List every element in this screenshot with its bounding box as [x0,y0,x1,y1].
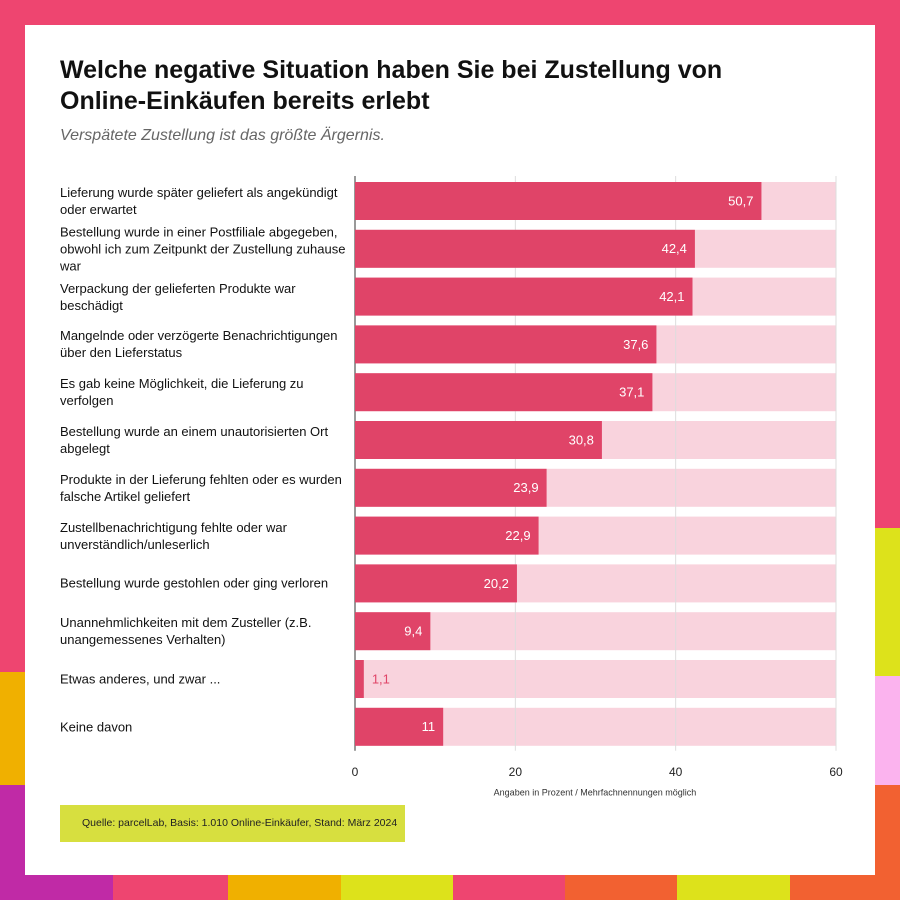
value-label: 37,6 [623,337,648,352]
chart-subtitle: Verspätete Zustellung ist das größte Ärg… [60,127,385,144]
category-label: Verpackung der gelieferten Produkte war … [60,280,296,313]
category-label: Bestellung wurde gestohlen oder ging ver… [60,575,329,591]
category-label: Produkte in der Lieferung fehlten oder e… [60,471,342,504]
chart-title: Welche negative Situation haben Sie bei … [60,56,723,115]
bar [355,229,695,268]
bar [355,468,547,507]
bar [355,564,517,603]
bar [355,373,653,412]
value-label: 23,9 [513,480,538,495]
value-label: 20,2 [484,576,509,591]
category-label: Zustellbenachrichtigung fehlte oder war … [60,519,287,552]
category-label: Bestellung wurde an einem unautorisierte… [60,424,329,456]
bar-track [355,612,836,651]
value-label: 42,4 [662,241,687,256]
bar-track [355,660,836,698]
value-label: 1,1 [372,671,390,686]
value-label: 50,7 [728,193,753,208]
category-label: Unannehmlichkeiten mit dem Zusteller (z.… [60,615,312,648]
x-tick-label: 40 [669,765,683,779]
decoration [0,672,25,785]
bar [355,660,364,698]
x-tick-label: 0 [352,765,359,779]
category-label: Lieferung wurde später geliefert als ang… [60,185,338,217]
bar [355,325,657,364]
category-label: Etwas anderes, und zwar ... [60,671,221,687]
bar [355,421,602,459]
decoration [875,676,900,785]
bar [355,707,444,746]
value-label: 11 [422,719,436,734]
category-label: Mangelnde oder verzögerte Benachrichtigu… [60,328,338,361]
bar [355,516,539,555]
x-tick-label: 20 [509,765,523,779]
value-label: 42,1 [659,289,684,304]
decoration [0,875,900,900]
value-label: 30,8 [569,432,594,447]
value-label: 22,9 [505,528,530,543]
source-note: Quelle: parcelLab, Basis: 1.010 Online-E… [60,805,405,842]
value-label: 37,1 [619,385,644,400]
bar [355,182,762,220]
x-axis-label: Angaben in Prozent / Mehrfachnennungen m… [494,787,697,797]
bar [355,277,693,316]
value-label: 9,4 [404,624,422,639]
category-label: Keine davon [60,719,133,735]
category-label: Es gab keine Möglichkeit, die Lieferung … [60,376,304,409]
x-tick-label: 60 [829,765,843,779]
category-label: Bestellung wurde in einer Postfiliale ab… [60,224,346,274]
bar [355,612,431,651]
decoration [875,528,900,676]
